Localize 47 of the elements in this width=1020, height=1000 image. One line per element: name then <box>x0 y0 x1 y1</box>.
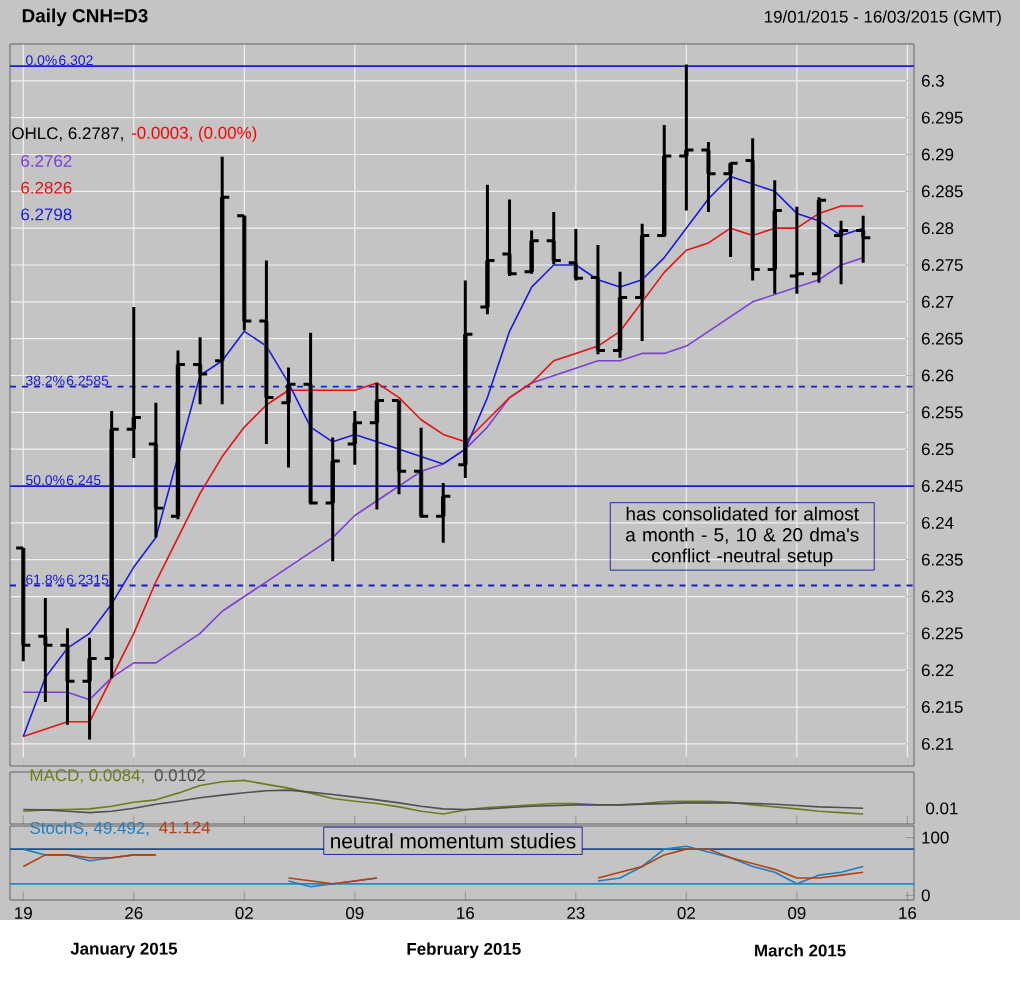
x-tick-label: 02 <box>235 907 253 920</box>
y-tick-label: 6.275 <box>921 259 963 271</box>
text: 6.2798 <box>21 208 72 221</box>
text: 0.01 <box>926 802 958 815</box>
x-tick-label: 16 <box>899 907 917 920</box>
x-tick-label: 02 <box>677 907 695 920</box>
x-tick-label: 16 <box>457 907 475 920</box>
series-label: 41.124 <box>159 821 211 834</box>
y-tick-label: 6.235 <box>921 553 963 566</box>
y-tick-label: 6.3 <box>921 74 944 87</box>
y-tick-label: 6.24 <box>921 516 954 529</box>
y-tick-label: 6.23 <box>921 590 954 603</box>
y-tick-label: 6.28 <box>921 222 954 235</box>
x-tick-label: 23 <box>567 907 585 920</box>
y-tick-label: 6.215 <box>921 701 963 714</box>
annotation: neutral momentum studies <box>331 833 576 849</box>
text: 6.2762 <box>21 154 72 167</box>
y-tick-label: 6.25 <box>921 443 954 456</box>
annotation: -0.0003, (0.00%) <box>131 126 257 143</box>
x-tick-label: 09 <box>346 907 364 920</box>
y-tick-label: 6.285 <box>921 185 963 198</box>
y-tick-label: 6.295 <box>921 111 963 124</box>
text: January 2015 <box>70 942 178 958</box>
series-label: MACD, 0.0084, <box>30 769 144 784</box>
y-tick-label: 6.29 <box>921 148 954 161</box>
text: 6.2826 <box>21 181 72 194</box>
y-tick-label: 6.255 <box>921 406 963 419</box>
chart-subtitle: 19/01/2015 - 16/03/2015 (GMT) <box>764 10 1001 27</box>
y-tick-label: 6.265 <box>921 332 963 345</box>
x-tick-label: 19 <box>15 907 32 920</box>
y-tick-label: 100 <box>922 831 949 844</box>
series-label: StochS, 49.492, <box>30 821 149 836</box>
y-tick-label: 6.27 <box>921 295 954 308</box>
y-tick-label: 6.245 <box>921 480 963 493</box>
y-tick-label: 0 <box>921 889 930 902</box>
text: February 2015 <box>407 942 521 959</box>
x-tick-label: 26 <box>125 907 143 920</box>
chart-title: Daily CNH=D3 <box>22 8 148 27</box>
y-tick-label: 6.22 <box>921 664 954 677</box>
series-label: 0.0102 <box>154 769 205 782</box>
annotation: has consolidated for almost a month - 5, 10 & 20 dma's conflict -neutral setup <box>626 506 859 567</box>
x-tick-label: 09 <box>788 907 806 920</box>
y-tick-label: 6.21 <box>921 737 954 750</box>
text: March 2015 <box>755 944 846 957</box>
y-tick-label: 6.26 <box>921 369 954 382</box>
y-tick-label: 6.225 <box>921 627 963 640</box>
annotation: OHLC, 6.2787, <box>12 127 123 142</box>
